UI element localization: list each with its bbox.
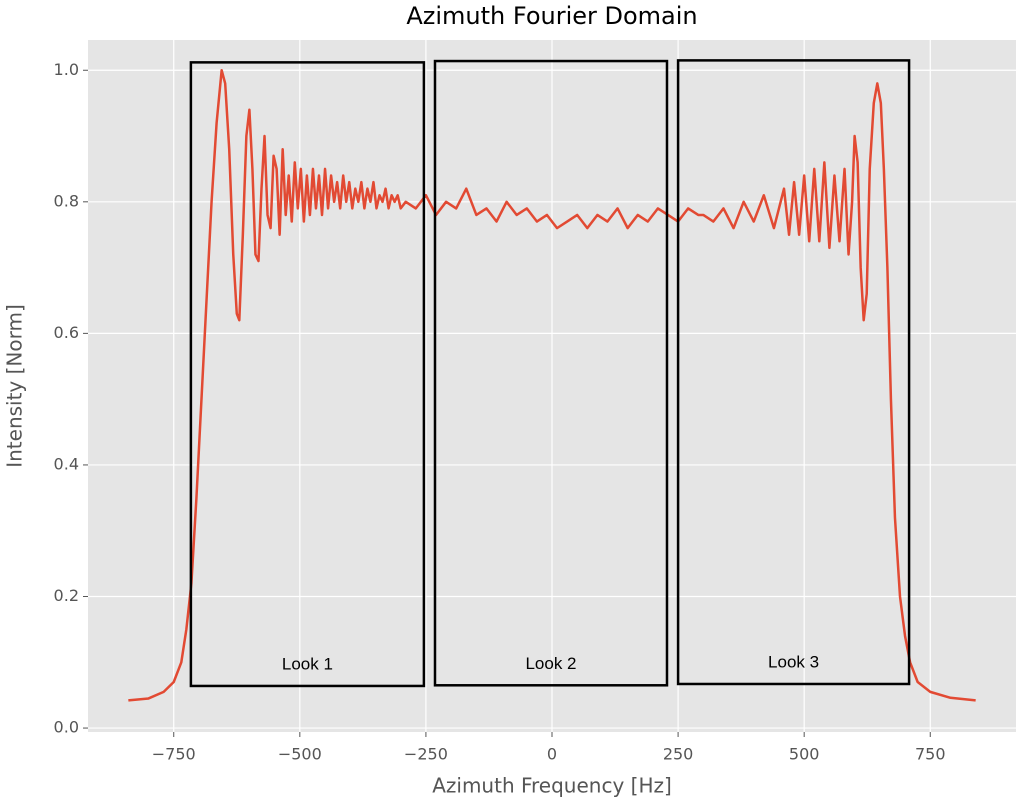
x-tick-label: 0	[547, 745, 557, 764]
y-tick-label: 0.2	[54, 586, 79, 605]
look-box	[676, 59, 911, 686]
look-label: Look 3	[768, 652, 819, 671]
x-tick-label: 250	[663, 745, 694, 764]
data-line	[128, 69, 976, 702]
x-tick-label: −250	[404, 745, 448, 764]
look-label: Look 1	[282, 654, 333, 673]
y-tick-label: 0.0	[54, 718, 79, 737]
x-tick-label: 750	[915, 745, 946, 764]
look-box	[433, 59, 669, 687]
x-tick-label: −500	[278, 745, 322, 764]
y-tick-label: 1.0	[54, 60, 79, 79]
x-axis-label: Azimuth Frequency [Hz]	[432, 774, 672, 798]
look-label: Look 2	[525, 654, 576, 673]
y-tick-label: 0.6	[54, 323, 79, 342]
look-box	[189, 61, 426, 688]
chart-title: Azimuth Fourier Domain	[406, 2, 697, 30]
y-tick-label: 0.8	[54, 191, 79, 210]
x-tick-label: 500	[789, 745, 820, 764]
x-tick-label: −750	[152, 745, 196, 764]
y-axis-label: Intensity [Norm]	[3, 304, 27, 468]
y-tick-label: 0.4	[54, 454, 79, 473]
